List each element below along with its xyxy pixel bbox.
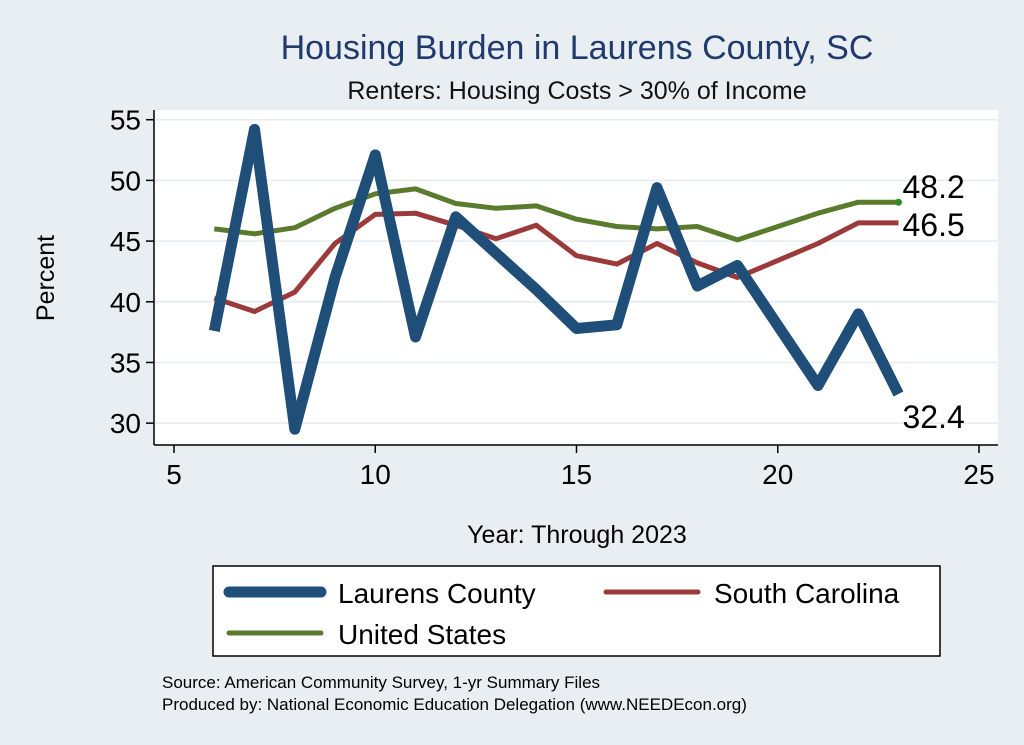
chart-title: Housing Burden in Laurens County, SC xyxy=(281,29,874,67)
legend-label-laurens-county: Laurens County xyxy=(338,578,536,609)
y-tick-label: 35 xyxy=(110,347,141,378)
x-axis-label: Year: Through 2023 xyxy=(467,521,687,549)
x-tick-label: 5 xyxy=(166,459,182,490)
end-label-united-states: 48.2 xyxy=(903,169,965,205)
y-axis-label: Percent xyxy=(32,235,60,321)
source-line-1: Source: American Community Survey, 1-yr … xyxy=(162,673,600,692)
end-labels: 32.4 46.548.2 xyxy=(903,169,965,435)
x-tick-label: 20 xyxy=(762,459,793,490)
y-tick-label: 30 xyxy=(110,408,141,439)
chart-subtitle: Renters: Housing Costs > 30% of Income xyxy=(347,77,806,105)
series-lines xyxy=(208,123,904,435)
y-tick-label: 40 xyxy=(110,287,141,318)
legend: Laurens County South Carolina United Sta… xyxy=(212,565,941,657)
x-tick-label: 15 xyxy=(561,459,592,490)
legend-box xyxy=(212,565,941,657)
series-line-south-carolina xyxy=(213,210,899,314)
series-end-marker-united-states xyxy=(895,198,902,206)
y-tick-label: 45 xyxy=(110,226,141,257)
end-label-laurens-county: 32.4 xyxy=(903,399,965,435)
y-tick-label: 55 xyxy=(110,105,141,136)
series-line-united-states xyxy=(213,186,899,243)
legend-label-united-states: United States xyxy=(338,619,506,650)
plot-area xyxy=(154,110,998,445)
y-tick-label: 50 xyxy=(110,165,141,196)
source-line-2: Produced by: National Economic Education… xyxy=(162,695,747,714)
x-tick-label: 25 xyxy=(963,459,994,490)
end-label-south-carolina: 46.5 xyxy=(903,207,965,243)
x-tick-label: 10 xyxy=(360,459,391,490)
legend-label-south-carolina: South Carolina xyxy=(714,578,900,609)
series-line-laurens-county xyxy=(208,123,904,435)
